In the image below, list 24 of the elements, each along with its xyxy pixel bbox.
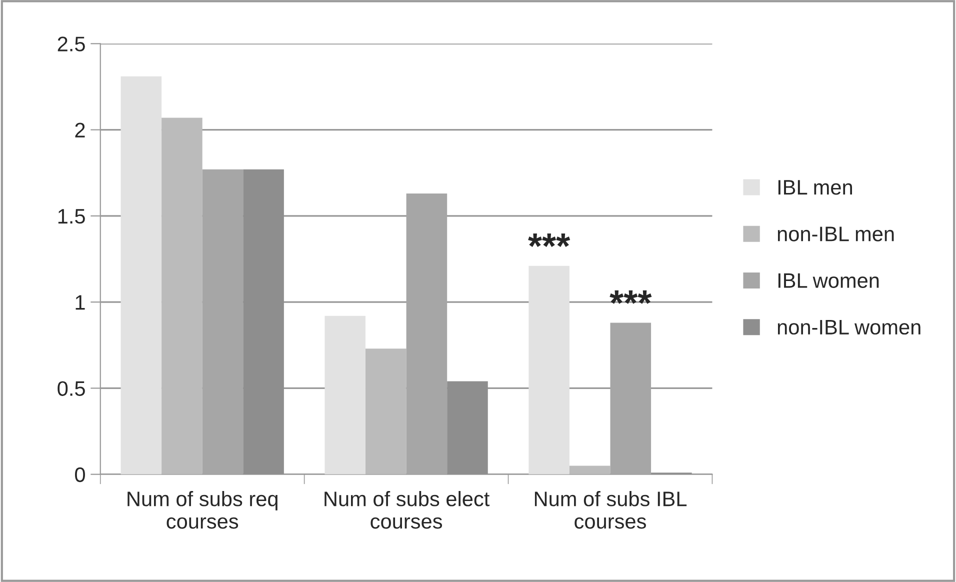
annotation: ***	[610, 290, 652, 304]
bar	[366, 348, 406, 474]
bar	[528, 266, 570, 474]
legend-label: IBL women	[778, 273, 879, 288]
annotation: ***	[528, 234, 570, 247]
legend-label: non-IBL men	[778, 226, 894, 242]
y-tick-label: 0.5	[58, 381, 85, 396]
bar	[162, 118, 202, 474]
legend-label: non-IBL women	[778, 320, 920, 335]
y-tick-label: 2	[75, 122, 85, 138]
y-tick-label: 1	[76, 295, 85, 310]
bar	[202, 169, 244, 474]
bar	[324, 316, 366, 474]
bar	[120, 76, 162, 474]
y-tick-label: 0	[75, 467, 85, 482]
bar	[406, 194, 448, 474]
y-tick-label: 2.5	[58, 36, 85, 52]
bar	[610, 322, 652, 474]
y-tick-label: 1.5	[58, 209, 85, 224]
bar	[569, 466, 610, 474]
x-tick-label: Num of subs elect courses	[324, 490, 490, 529]
legend-label: IBL men	[778, 180, 852, 195]
x-tick-label: Num of subs req courses	[128, 490, 278, 529]
x-tick-label: Num of subs IBL courses	[534, 490, 687, 529]
